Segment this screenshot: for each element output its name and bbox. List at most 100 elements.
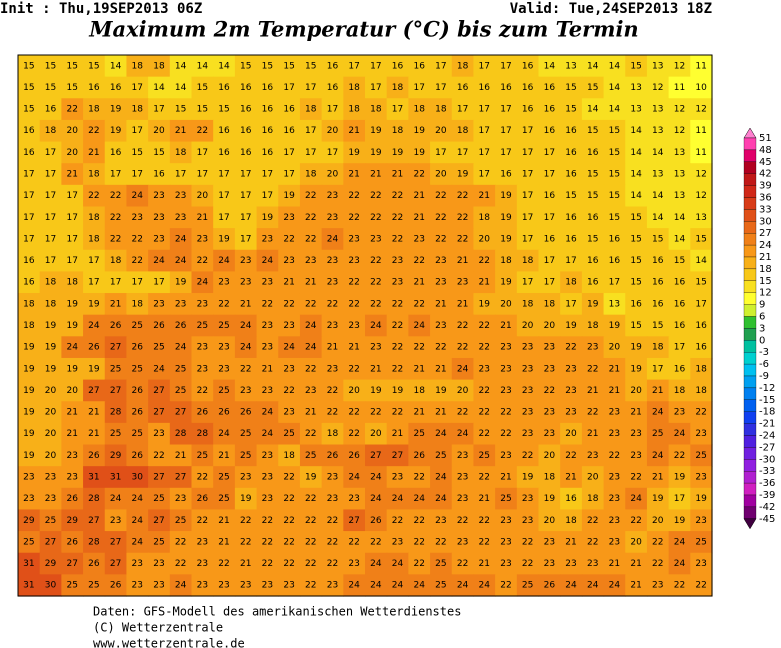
temp-cell: [451, 466, 475, 489]
temp-value: 22: [457, 321, 468, 331]
temp-value: 24: [240, 321, 252, 331]
temp-value: 20: [45, 386, 57, 396]
temp-cell: [126, 141, 149, 164]
temp-value: 20: [500, 299, 512, 309]
temp-cell: [169, 574, 193, 597]
temp-cell: [430, 574, 453, 597]
temp-cell: [668, 98, 691, 121]
temp-value: 17: [23, 234, 34, 244]
legend-band: [743, 173, 757, 186]
temp-value: 20: [327, 126, 339, 136]
temp-value: 21: [392, 429, 403, 439]
temp-value: 19: [674, 516, 686, 526]
temp-cell: [581, 336, 605, 359]
temp-cell: [690, 574, 713, 597]
temp-cell: [430, 228, 453, 251]
temp-cell: [473, 271, 496, 294]
temp-cell: [299, 76, 323, 99]
temp-value: 23: [609, 516, 620, 526]
temp-value: 17: [565, 256, 576, 266]
temp-cell: [343, 379, 366, 402]
temp-value: 25: [695, 537, 706, 547]
temp-value: 22: [457, 343, 468, 353]
temp-value: 23: [240, 278, 251, 288]
legend-label: -18: [759, 407, 775, 418]
temp-cell: [690, 357, 713, 381]
temp-cell: [408, 184, 431, 208]
temp-cell: [646, 552, 670, 575]
temp-value: 14: [652, 213, 664, 223]
temp-cell: [104, 184, 128, 208]
temp-value: 23: [66, 451, 77, 461]
temp-value: 15: [283, 61, 294, 71]
temp-value: 15: [197, 83, 208, 93]
temp-value: 16: [500, 170, 512, 180]
temp-cell: [668, 293, 691, 316]
temp-value: 21: [218, 451, 229, 461]
temp-value: 26: [544, 581, 556, 591]
temp-cell: [343, 552, 366, 575]
temp-value: 17: [500, 105, 511, 115]
temp-value: 18: [587, 494, 599, 504]
temp-cell: [213, 163, 236, 186]
temp-cell: [148, 314, 171, 337]
temp-cell: [430, 55, 453, 78]
temp-value: 16: [500, 83, 512, 93]
temp-cell: [343, 163, 366, 186]
temp-cell: [451, 119, 475, 143]
temp-cell: [646, 228, 670, 251]
map-frame: [17, 54, 713, 597]
temp-value: 24: [652, 408, 664, 418]
temp-value: 24: [348, 581, 360, 591]
temp-cell: [365, 422, 388, 446]
temp-value: 15: [23, 83, 34, 93]
temp-cell: [18, 509, 41, 532]
temp-value: 21: [413, 364, 424, 374]
temp-cell: [408, 271, 431, 294]
temp-cell: [365, 444, 388, 467]
temp-value: 23: [197, 234, 208, 244]
temp-value: 24: [175, 234, 187, 244]
temp-cell: [191, 184, 214, 208]
temp-value: 16: [652, 299, 664, 309]
temp-value: 17: [522, 126, 533, 136]
temp-cell: [668, 76, 691, 99]
temp-cell: [169, 293, 193, 316]
temp-value: 26: [370, 516, 382, 526]
temp-cell: [603, 314, 626, 337]
temp-value: 23: [240, 256, 251, 266]
temp-cell: [256, 444, 279, 467]
temp-cell: [430, 531, 453, 554]
temp-value: 25: [45, 516, 56, 526]
temp-value: 17: [522, 278, 533, 288]
temp-value: 22: [283, 299, 294, 309]
temp-cell: [451, 509, 475, 532]
temp-value: 17: [435, 83, 446, 93]
temp-value: 16: [587, 256, 599, 266]
temp-value: 19: [45, 343, 57, 353]
temp-cell: [299, 401, 323, 424]
temp-value: 21: [88, 148, 99, 158]
temp-value: 20: [370, 429, 382, 439]
temp-cell: [321, 249, 344, 272]
temp-value: 23: [153, 429, 164, 439]
temp-cell: [451, 422, 475, 446]
temp-value: 18: [45, 126, 57, 136]
temp-value: 23: [522, 429, 533, 439]
temp-value: 16: [262, 105, 274, 115]
temp-cell: [668, 379, 691, 402]
temp-cell: [321, 552, 344, 575]
temp-value: 19: [435, 386, 447, 396]
temp-cell: [495, 574, 518, 597]
temp-value: 17: [283, 83, 294, 93]
temp-cell: [451, 574, 475, 597]
temp-value: 23: [153, 581, 164, 591]
temp-value: 23: [695, 516, 706, 526]
temp-cell: [39, 357, 62, 381]
temp-value: 16: [218, 148, 230, 158]
temp-value: 22: [327, 537, 338, 547]
temp-value: 17: [544, 213, 555, 223]
temp-value: 23: [240, 386, 251, 396]
temp-value: 22: [283, 516, 294, 526]
temp-cell: [560, 141, 583, 164]
